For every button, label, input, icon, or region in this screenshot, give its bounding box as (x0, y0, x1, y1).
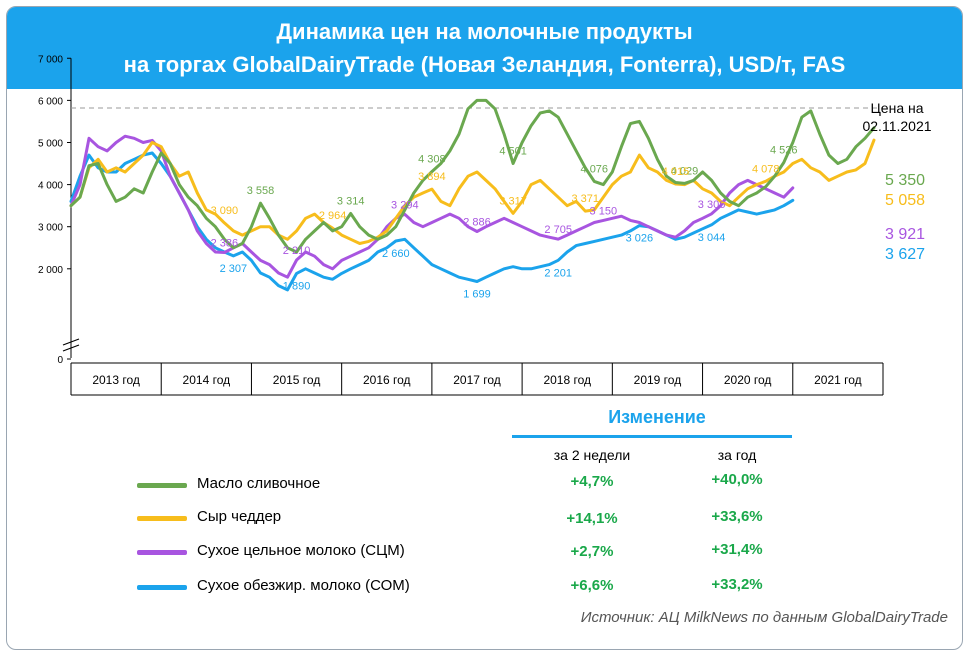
series-line-wmp (69, 134, 795, 279)
legend-swatch-smp (137, 585, 187, 590)
data-label: 4 526 (770, 144, 798, 156)
y-tick-label: 3 000 (38, 223, 63, 234)
price-date-value: 02.11.2021 (862, 118, 931, 134)
data-label: 2 705 (544, 224, 572, 236)
data-label: 3 317 (499, 195, 527, 207)
change-table-title: Изменение (608, 407, 706, 427)
axis-break-mark (62, 344, 80, 352)
change-year-butter: +40,0% (711, 471, 763, 488)
chart-frame: Динамика цен на молочные продукты на тор… (6, 6, 963, 650)
title-bar: Динамика цен на молочные продукты на тор… (7, 7, 962, 89)
change-year-wmp: +31,4% (711, 541, 763, 558)
x-tick-label: 2019 год (634, 373, 682, 387)
data-label: 1 699 (463, 288, 491, 300)
x-tick-label: 2013 год (92, 373, 140, 387)
data-label: 4 078 (752, 163, 780, 175)
change-2weeks-butter: +4,7% (570, 473, 614, 490)
x-tick-label: 2015 год (273, 373, 321, 387)
x-tick-label: 2017 год (453, 373, 501, 387)
data-label: 3 150 (590, 205, 618, 217)
y-tick-label: 2 000 (38, 265, 63, 276)
end-value-label: 3 921 (885, 226, 925, 243)
legend-swatch-cheddar (137, 516, 187, 521)
data-label: 4 308 (418, 154, 446, 166)
y-tick-label: 0 (57, 355, 63, 366)
series-line-cheddar (69, 138, 876, 245)
change-2weeks-smp: +6,6% (570, 577, 614, 594)
column-header-2-weeks: за 2 недели (553, 447, 631, 463)
data-label: 2 386 (211, 238, 239, 250)
change-year-smp: +33,2% (711, 576, 763, 593)
chart-title-line2: на торгах GlobalDairyTrade (Новая Зеланд… (123, 52, 846, 77)
legend-swatch-wmp (137, 550, 187, 555)
column-header-year: за год (717, 447, 757, 463)
change-year-cheddar: +33,6% (711, 508, 763, 525)
data-label: 3 294 (391, 199, 419, 211)
price-chart: 7 000 6 000 5 000 4 000 3 000 2 000 0 2013 год 2… (38, 54, 932, 396)
x-tick-label: 2014 год (183, 373, 231, 387)
data-label: 2 210 (283, 245, 311, 257)
data-label: 3 371 (572, 193, 600, 205)
price-date-label: Цена на (870, 100, 923, 116)
data-label: 2 307 (220, 263, 248, 275)
data-label: 3 026 (626, 233, 654, 245)
change-table-rule (512, 435, 792, 438)
legend-label: Сухое обезжир. молоко (СОМ) (197, 577, 410, 594)
data-label: 4 029 (671, 165, 699, 177)
data-label: 4 076 (581, 163, 609, 175)
axis-break-mark (62, 338, 80, 346)
y-tick-label: 6 000 (38, 96, 63, 107)
source-note: Источник: АЦ MilkNews по данным GlobalDa… (580, 609, 948, 626)
legend-label: Масло сливочное (197, 475, 321, 492)
data-label: 3 314 (337, 195, 365, 207)
end-value-label: 3 627 (885, 246, 925, 263)
data-label: 3 894 (418, 171, 446, 183)
x-tick-label: 2021 год (814, 373, 862, 387)
data-label: 4 015 (662, 166, 690, 178)
x-tick-label: 2016 год (363, 373, 411, 387)
x-tick-label: 2020 год (724, 373, 772, 387)
y-tick-label: 5 000 (38, 139, 63, 150)
end-value-label: 5 350 (885, 172, 925, 189)
data-label: 3 090 (211, 205, 239, 217)
legend-label: Сыр чеддер (197, 508, 282, 525)
data-label: 1 890 (283, 280, 311, 292)
data-label: 2 201 (544, 267, 572, 279)
x-tick-label: 2018 год (543, 373, 591, 387)
data-label: 3 044 (698, 232, 726, 244)
data-label: 3 306 (698, 199, 726, 211)
y-tick-label: 4 000 (38, 181, 63, 192)
end-value-label: 5 058 (885, 192, 925, 209)
series-line-butter (69, 98, 876, 254)
data-label: 4 501 (499, 146, 527, 158)
data-label: 2 660 (382, 248, 410, 260)
legend-swatch-butter (137, 483, 187, 488)
chart-title-line1: Динамика цен на молочные продукты (276, 19, 693, 44)
data-label: 3 558 (247, 185, 275, 197)
data-label: 2 964 (319, 210, 347, 222)
change-2weeks-wmp: +2,7% (570, 543, 614, 560)
y-tick-label: 7 000 (38, 54, 63, 65)
change-2weeks-cheddar: +14,1% (566, 510, 618, 527)
data-label: 2 886 (463, 216, 491, 228)
legend-label: Сухое цельное молоко (СЦМ) (197, 542, 405, 559)
